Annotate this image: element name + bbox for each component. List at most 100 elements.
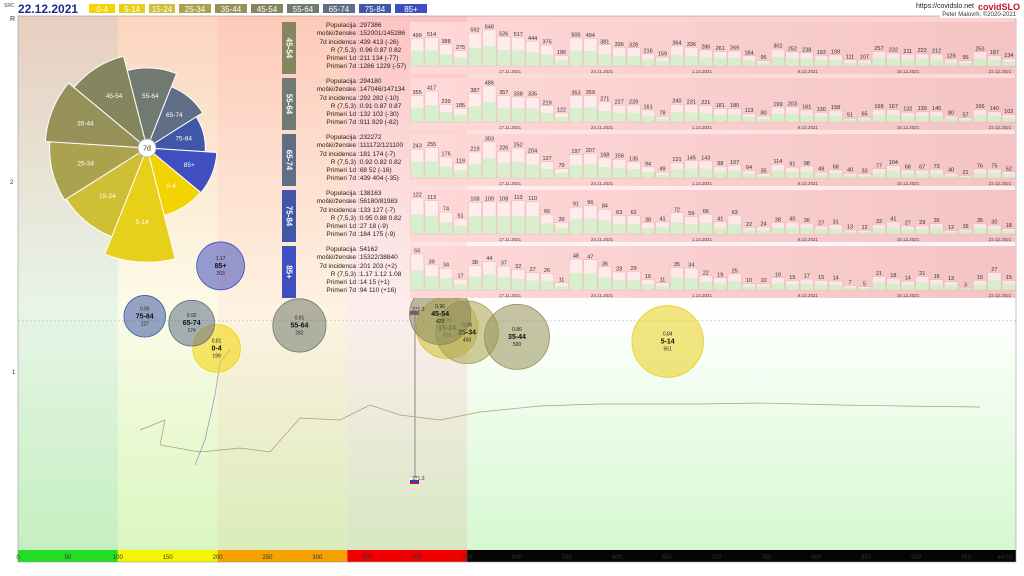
bar-green [424, 105, 439, 122]
bar-label: 417 [427, 86, 436, 92]
bar: 167 [886, 104, 901, 123]
stat-colon: : [358, 198, 360, 206]
age-chip-85+[interactable]: 85+ [394, 3, 428, 14]
age-chip-15-24[interactable]: 15-24 [148, 3, 176, 14]
pie-wedge[interactable] [145, 86, 204, 150]
bubble-circle[interactable] [196, 241, 245, 291]
pie-wedge[interactable] [73, 55, 148, 150]
bubble-circle[interactable] [123, 295, 166, 338]
age-chip-45-54[interactable]: 45-54 [250, 3, 284, 14]
bar-green [525, 52, 540, 66]
bar-label: 27 [818, 221, 824, 227]
x-tick: 500 [511, 555, 523, 561]
bar: 98 [713, 161, 728, 179]
bar-green [742, 230, 756, 234]
bar-green [843, 287, 857, 290]
bar-green [641, 171, 655, 178]
bubble-circle[interactable] [168, 299, 215, 347]
bar-label: 271 [600, 96, 609, 102]
bar-label: 203 [788, 101, 797, 107]
bar-green [987, 116, 1002, 122]
bar-label: 35 [760, 168, 766, 174]
bar: 131 [670, 157, 684, 179]
pie-wedge[interactable] [44, 82, 149, 149]
pie-slice-5-14[interactable]: 5-14 [104, 146, 176, 263]
bar-label: 98 [717, 161, 723, 167]
x-tick: 450 [462, 555, 473, 561]
bar: 199 [771, 102, 785, 123]
bar: 161 [641, 105, 655, 123]
bubble-circle[interactable] [631, 305, 704, 378]
bar: 180 [727, 103, 742, 123]
bar-green [511, 161, 525, 178]
bar: 32 [511, 264, 526, 291]
pie-wedge[interactable] [145, 147, 218, 194]
bar-green [569, 107, 583, 122]
stat-row: R (7,5,3): 0.92 0.82 0.82 [298, 159, 410, 167]
stat-row: 7d incidenca: 133 127 (-7) [298, 207, 410, 215]
bar-label: 102 [1004, 109, 1013, 115]
y-tick-2: 2 [10, 180, 14, 186]
bar: 51 [453, 213, 468, 235]
bar-label: 35 [934, 218, 940, 224]
site-url[interactable]: https://covidslo.net [916, 3, 974, 10]
age-chip-25-34[interactable]: 25-34 [178, 3, 212, 14]
bar-green [785, 227, 800, 234]
date-tick: 8.12.2021 [798, 293, 819, 298]
date-tick: 17.11.2021 [499, 237, 522, 242]
bar-green [569, 165, 583, 178]
bubble-circle[interactable] [272, 298, 327, 353]
bar-green [583, 107, 598, 122]
age-chip-75-84[interactable]: 75-84 [358, 3, 392, 14]
age-chip-5-14[interactable]: 5-14 [118, 3, 146, 14]
age-chip-0-4[interactable]: 0-4 [88, 3, 116, 14]
stat-colon: : [358, 231, 360, 239]
bar-green [684, 55, 699, 66]
source-label: SRC [4, 3, 15, 9]
pie-slice-85+[interactable]: 85+ [145, 147, 218, 194]
date-tick: 22.12.2021 [989, 181, 1012, 186]
bar-label: 32 [515, 264, 521, 270]
bar-label: 12 [948, 225, 954, 231]
bar-green [424, 215, 439, 234]
date-tick: 17.11.2021 [499, 293, 522, 298]
bar-label: 11 [660, 277, 666, 283]
age-chip-65-74[interactable]: 65-74 [322, 3, 356, 14]
header-bar: SRC 22.12.2021 0-4 5-14 15-24 25-34 35-44 45-… [0, 0, 1024, 17]
bar-green [684, 277, 699, 290]
bar: 159 [655, 52, 670, 67]
bar: 111 [843, 54, 857, 67]
bar-green [872, 172, 886, 178]
stat-value: 292 282 (-10) [359, 94, 399, 102]
stat-colon: : [358, 270, 360, 278]
bar: 35 [929, 218, 944, 235]
pie-slice-35-44[interactable]: 35-44 [44, 82, 149, 149]
bar: 38 [771, 217, 785, 235]
bar-label: 328 [629, 42, 638, 48]
bar: 34 [684, 263, 699, 291]
bar-label: 74 [443, 207, 449, 213]
bubble-circle[interactable] [484, 304, 550, 370]
bar: 114 [771, 159, 785, 179]
age-chip-35-44[interactable]: 35-44 [214, 3, 248, 14]
bar-label: 10 [760, 278, 766, 284]
pie-slice-65-74[interactable]: 65-74 [145, 86, 204, 150]
age-chip-55-64[interactable]: 55-64 [286, 3, 320, 14]
bar-label: 514 [427, 32, 436, 38]
stat-row: moški/ženske: 152001/145286 [298, 30, 410, 38]
bar-label: 114 [774, 159, 783, 165]
pie-wedge[interactable] [104, 146, 176, 263]
pie-slice-45-54[interactable]: 45-54 [73, 55, 148, 150]
stat-row: 7d incidenca: 181 174 (-7) [298, 151, 410, 159]
bar-label: 238 [802, 47, 811, 53]
stat-row: Primeri 1d: 14 15 (+1) [298, 279, 410, 287]
bar: 130 [814, 107, 829, 123]
bar-label: 3 [964, 283, 967, 289]
